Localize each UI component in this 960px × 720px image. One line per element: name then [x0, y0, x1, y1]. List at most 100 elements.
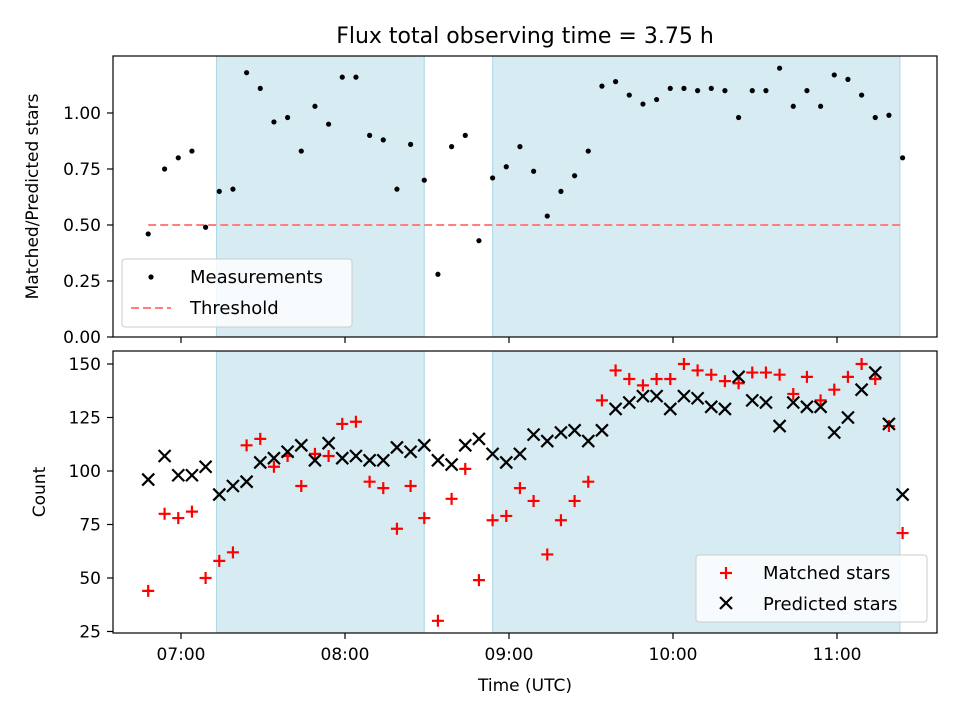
measurement-point: [831, 72, 837, 78]
predicted-star-point: [198, 459, 213, 474]
legend-predicted-marker: [719, 596, 733, 610]
matched-star-point: [650, 372, 663, 385]
matched-star-point: [691, 364, 704, 377]
predicted-star-point: [636, 389, 650, 403]
predicted-star-point: [567, 423, 582, 438]
x-tick-label: 11:00: [813, 645, 862, 665]
top-legend-box: [121, 258, 353, 328]
matched-star-point: [527, 494, 540, 507]
predicted-star-point: [841, 410, 855, 425]
measurement-point: [736, 114, 742, 121]
predicted-star-point: [786, 395, 801, 410]
legend-measurements-label: Measurements: [190, 267, 323, 288]
matched-star-point: [636, 379, 649, 392]
measurement-point: [285, 114, 291, 121]
measurement-point: [531, 168, 537, 174]
bottom-y-tick-label: 150: [69, 355, 101, 375]
measurement-point: [517, 144, 523, 150]
predicted-star-point: [141, 472, 155, 487]
predicted-star-point: [321, 436, 336, 450]
matched-star-point: [472, 574, 485, 587]
measurement-point: [667, 85, 673, 91]
top-y-tick-label: 0.25: [63, 272, 101, 292]
measurement-point: [449, 144, 455, 150]
matched-star-point: [295, 479, 308, 492]
matched-star-point: [445, 492, 458, 505]
bottom-y-tick-label: 100: [69, 462, 101, 482]
matched-star-point: [882, 420, 895, 433]
bottom-legend-box: [695, 554, 928, 623]
matched-star-point: [486, 514, 499, 527]
matched-star-point: [664, 372, 677, 385]
matched-star-point: [459, 462, 472, 475]
predicted-star-point: [622, 395, 637, 410]
matched-star-point: [787, 387, 800, 400]
predicted-star-point: [649, 389, 664, 403]
predicted-star-point: [718, 402, 732, 416]
predicted-star-point: [444, 457, 459, 472]
predicted-star-point: [677, 389, 691, 403]
matched-star-point: [267, 460, 280, 473]
predicted-star-point: [157, 449, 172, 463]
measurement-point: [749, 88, 755, 94]
predicted-star-point: [185, 468, 199, 483]
top-axes-frame: [112, 55, 938, 338]
predicted-star-point: [253, 455, 268, 470]
bottom-y-tick-label: 25: [79, 623, 101, 643]
measurement-point: [203, 224, 209, 230]
predicted-star-point: [239, 474, 254, 489]
measurement-point: [503, 164, 509, 170]
predicted-star-point: [854, 382, 869, 397]
predicted-star-point: [335, 451, 350, 465]
bottom-y-tick-label: 125: [69, 409, 101, 429]
top-shaded-interval: [492, 55, 901, 338]
bottom-panel: 25 50 75 100 125 150 07:00 08:00 09:00 10:00 11:0…: [30, 350, 938, 696]
predicted-star-point: [485, 447, 500, 461]
measurement-point: [367, 132, 373, 138]
bottom-axes-frame: [112, 350, 938, 634]
measurement-point: [708, 85, 714, 91]
measurement-point: [572, 173, 578, 179]
measurement-points: [145, 65, 906, 277]
measurement-point: [859, 92, 865, 98]
predicted-star-point: [759, 395, 773, 410]
matched-star-point: [554, 514, 567, 527]
predicted-star-point: [431, 453, 445, 468]
measurement-point: [476, 238, 482, 244]
predicted-star-point: [554, 425, 568, 440]
measurement-point: [872, 114, 878, 121]
top-y-tick-label: 1.00: [63, 104, 101, 124]
measurement-point: [271, 119, 277, 125]
measurement-point: [544, 213, 550, 219]
matched-star-point: [759, 366, 772, 379]
measurement-point: [900, 155, 906, 161]
matched-star-point: [199, 572, 212, 584]
predicted-star-point: [390, 440, 404, 455]
predicted-star-point: [704, 400, 719, 414]
measurement-point: [613, 79, 619, 85]
matched-star-point: [308, 447, 321, 460]
predicted-stars-points: [141, 365, 910, 502]
bottom-y-axis: 25 50 75 100 125 150: [69, 355, 113, 643]
x-tick-label: 09:00: [485, 645, 534, 665]
matched-star-point: [513, 482, 526, 495]
measurement-point: [175, 155, 181, 161]
matched-star-point: [349, 415, 362, 428]
predicted-star-point: [772, 419, 787, 433]
matched-star-point: [158, 507, 171, 520]
matched-star-point: [172, 512, 185, 525]
matched-star-point: [705, 368, 718, 381]
measurement-point: [380, 137, 386, 143]
matched-star-point: [213, 554, 226, 567]
measurement-point: [394, 186, 400, 192]
measurement-point: [777, 65, 783, 71]
top-y-tick-label: 0.00: [63, 328, 101, 348]
predicted-star-point: [895, 487, 910, 502]
predicted-star-point: [280, 444, 295, 459]
matched-star-point: [814, 394, 827, 407]
legend-threshold-label: Threshold: [189, 298, 279, 319]
measurement-point: [162, 166, 168, 172]
measurement-point: [216, 188, 222, 194]
measurement-point: [435, 271, 441, 277]
